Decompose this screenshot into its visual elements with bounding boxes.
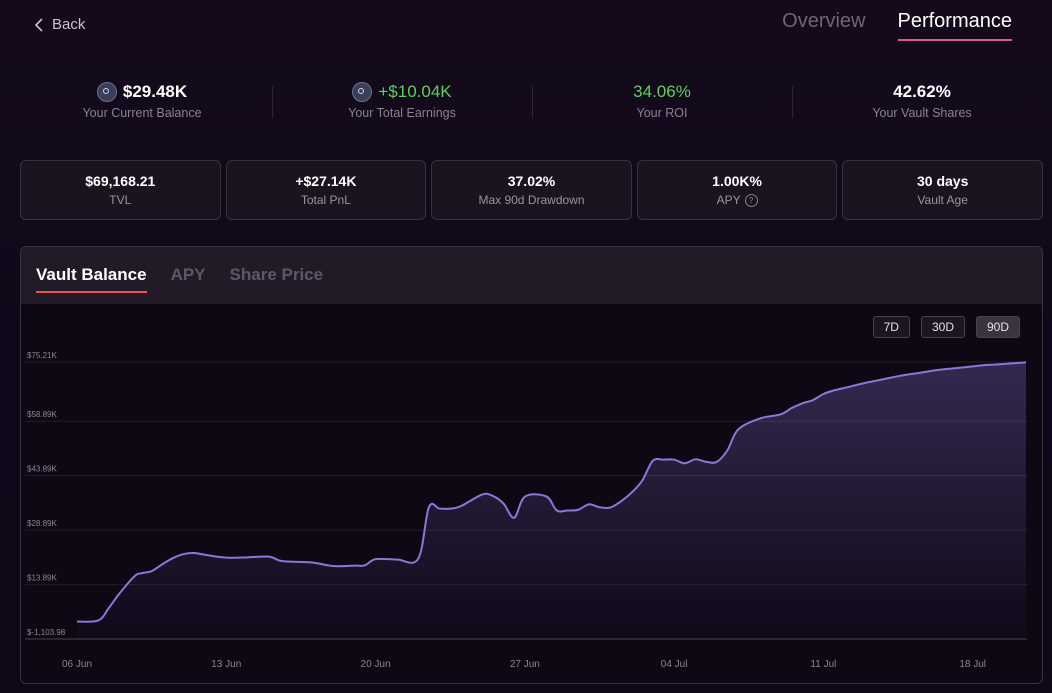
metric-value: 37.02% — [507, 173, 556, 189]
stat-label: Your ROI — [636, 106, 688, 120]
stat-vault-shares: 42.62% Your Vault Shares — [792, 80, 1052, 120]
stat-label: Your Current Balance — [82, 106, 202, 120]
metric-value: 1.00K% — [712, 173, 762, 189]
help-icon[interactable]: ? — [744, 193, 758, 207]
stat-total-earnings: +$10.04K Your Total Earnings — [272, 80, 532, 120]
vault-metrics: $69,168.21 TVL +$27.14K Total PnL 37.02%… — [20, 160, 1043, 220]
metric-label: TVL — [109, 193, 132, 207]
tab-vault-balance[interactable]: Vault Balance — [36, 265, 147, 293]
tab-performance[interactable]: Performance — [897, 10, 1012, 41]
chevron-left-icon — [34, 17, 43, 32]
chart-panel: Vault Balance APY Share Price $-1,103.98… — [20, 246, 1043, 684]
metric-card-max-drawdown: 37.02% Max 90d Drawdown — [431, 160, 632, 220]
metric-card-total-pnl: +$27.14K Total PnL — [225, 160, 427, 220]
x-tick-label: 06 Jun — [62, 659, 92, 670]
vault-balance-chart: $-1,103.98 $13.89K $28.89K $43.89K $58.89K $7… — [25, 351, 1027, 670]
stat-roi: 34.06% Your ROI — [532, 80, 792, 120]
stat-value: 42.62% — [893, 82, 951, 101]
x-tick-label: 27 Jun — [510, 659, 540, 670]
x-tick-label: 13 Jun — [211, 659, 241, 670]
series-area — [77, 362, 1026, 639]
metric-value: $69,168.21 — [85, 173, 156, 189]
y-tick-label: $-1,103.98 — [27, 628, 66, 637]
back-button[interactable]: Back — [34, 16, 85, 33]
tab-overview[interactable]: Overview — [782, 10, 866, 32]
metric-value: 30 days — [916, 173, 969, 189]
y-tick-label: $43.89K — [27, 465, 57, 474]
x-tick-label: 18 Jul — [959, 659, 986, 670]
metric-value: +$27.14K — [295, 173, 357, 189]
token-icon — [352, 82, 373, 102]
x-tick-label: 20 Jun — [361, 659, 391, 670]
y-tick-label: $75.21K — [27, 351, 57, 360]
y-tick-label: $58.89K — [27, 410, 57, 419]
tab-apy[interactable]: APY — [170, 265, 206, 284]
range-selector: 7D 30D 90D — [872, 316, 1020, 338]
stat-value: $29.48K — [122, 82, 188, 101]
range-30d-button[interactable]: 30D — [920, 316, 965, 338]
metric-card-tvl: $69,168.21 TVL — [20, 160, 221, 220]
range-7d-button[interactable]: 7D — [872, 316, 910, 338]
metric-label: Max 90d Drawdown — [478, 193, 585, 207]
y-tick-label: $28.89K — [27, 519, 57, 528]
range-90d-button[interactable]: 90D — [975, 316, 1020, 338]
chart-tabs: Vault Balance APY Share Price — [21, 247, 1042, 304]
top-tabs: Overview Performance — [782, 10, 1012, 41]
user-stats: $29.48K Your Current Balance +$10.04K Yo… — [12, 80, 1052, 120]
tab-share-price[interactable]: Share Price — [229, 265, 324, 284]
back-label: Back — [52, 16, 86, 33]
metric-label: Vault Age — [917, 193, 968, 207]
stat-label: Your Vault Shares — [872, 106, 972, 120]
stat-label: Your Total Earnings — [348, 106, 456, 120]
y-tick-label: $13.89K — [27, 574, 57, 583]
stat-current-balance: $29.48K Your Current Balance — [12, 80, 272, 120]
metric-label: Total PnL — [300, 193, 351, 207]
stat-value: 34.06% — [633, 82, 691, 101]
metric-card-apy: 1.00K% APY? — [636, 160, 838, 220]
metric-label: APY — [716, 193, 741, 207]
token-icon — [96, 82, 117, 102]
series-line — [76, 361, 1027, 623]
metric-card-vault-age: 30 days Vault Age — [842, 160, 1043, 220]
x-tick-label: 11 Jul — [810, 659, 836, 670]
stat-value: +$10.04K — [378, 82, 452, 101]
x-tick-label: 04 Jul — [661, 659, 688, 670]
